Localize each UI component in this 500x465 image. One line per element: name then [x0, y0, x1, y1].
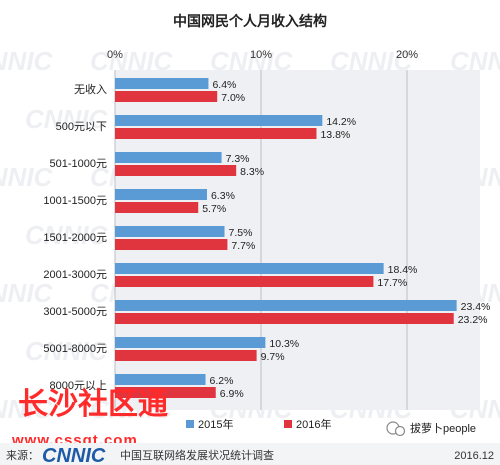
category-label-6: 3001-5000元 [43, 306, 107, 318]
value-label-2015年-5: 18.4% [388, 264, 418, 276]
footer-date: 2016.12 [454, 450, 494, 462]
chart-title: 中国网民个人月收入结构 [173, 13, 327, 29]
bar-2015年-4 [115, 226, 225, 237]
category-label-1: 500元以下 [56, 121, 107, 133]
stamp-text: 长沙社区通 [18, 388, 168, 421]
value-label-2016年-3: 5.7% [202, 203, 226, 215]
bar-2015年-0 [115, 78, 209, 89]
value-label-2015年-1: 14.2% [326, 116, 356, 128]
bar-2016年-0 [115, 91, 218, 102]
bar-2015年-7 [115, 337, 266, 348]
footer-bar [0, 443, 500, 465]
bar-2016年-8 [115, 387, 216, 398]
footer-source-label: 来源： [6, 448, 39, 462]
value-label-2016年-1: 13.8% [320, 129, 350, 141]
bar-2016年-4 [115, 239, 228, 250]
bar-2015年-1 [115, 115, 323, 126]
legend: 2015年 2016年 [186, 417, 331, 431]
value-label-2016年-7: 9.7% [261, 351, 285, 363]
value-label-2016年-0: 7.0% [221, 92, 245, 104]
bar-2015年-2 [115, 152, 222, 163]
watermark-0: CNNIC [0, 46, 54, 76]
category-label-2: 501-1000元 [50, 158, 108, 170]
value-label-2015年-0: 6.4% [212, 79, 236, 91]
legend-label-2015: 2015年 [198, 417, 233, 431]
watermark-25: CNNIC [25, 336, 109, 366]
category-label-8: 8000元以上 [50, 379, 107, 392]
bar-2016年-5 [115, 276, 374, 287]
category-labels: 无收入 500元以下 501-1000元 1001-1500元 1501-2000元 20… [43, 82, 107, 392]
social-tag: 拔萝卜people [386, 421, 476, 437]
category-label-4: 1501-2000元 [43, 232, 107, 244]
watermark-5: CNNIC [25, 104, 109, 134]
value-label-2016年-8: 6.9% [220, 388, 244, 400]
bar-2015年-6 [115, 300, 457, 311]
x-tick-label-1: 10% [250, 49, 272, 61]
watermark-20: CNNIC [0, 278, 54, 308]
category-label-5: 2001-3000元 [43, 269, 107, 281]
footer-org-text: 中国互联网络发展状况统计调查 [120, 448, 274, 462]
plot-area: 6.4%7.0% 14.2%13.8% 7.3%8.3% 6.3%5.7%7.5%7.… [114, 70, 490, 410]
value-label-2015年-3: 6.3% [211, 190, 235, 202]
category-label-0: 无收入 [74, 82, 107, 96]
watermark-30: CNNIC [0, 394, 54, 424]
legend-swatch-2016 [284, 420, 292, 428]
value-label-2015年-8: 6.2% [210, 375, 234, 387]
bar-2016年-3 [115, 202, 199, 213]
footer: 来源： CNNIC 中国互联网络发展状况统计调查 2016.12 [0, 443, 500, 465]
watermark-10: CNNIC [0, 162, 54, 192]
bar-2015年-5 [115, 263, 384, 274]
value-label-2016年-5: 17.7% [377, 277, 407, 289]
wechat-icon-bubble [394, 425, 406, 437]
bar-2016年-7 [115, 350, 257, 361]
value-label-2015年-2: 7.3% [226, 153, 250, 165]
bars-layer: 6.4%7.0% 14.2%13.8% 7.3%8.3% 6.3%5.7%7.5%7.… [115, 78, 490, 400]
x-axis-ticks: 0% 10% 20% [107, 49, 418, 61]
value-label-2015年-6: 23.4% [461, 301, 491, 313]
value-label-2015年-4: 7.5% [229, 227, 253, 239]
bar-2015年-3 [115, 189, 207, 200]
legend-swatch-2015 [186, 420, 194, 428]
category-label-7: 5001-8000元 [43, 343, 107, 355]
bar-2016年-2 [115, 165, 237, 176]
x-tick-label-0: 0% [107, 49, 123, 61]
bar-2015年-8 [115, 374, 206, 385]
x-tick-label-2: 20% [396, 49, 418, 61]
legend-label-2016: 2016年 [296, 417, 331, 431]
watermark-15: CNNIC [25, 220, 109, 250]
value-label-2016年-6: 23.2% [458, 314, 488, 326]
bar-2016年-1 [115, 128, 317, 139]
cnnic-logo: CNNIC [42, 445, 106, 465]
value-label-2016年-4: 7.7% [231, 240, 255, 252]
social-tag-text: 拔萝卜people [410, 421, 476, 435]
value-label-2015年-7: 10.3% [269, 338, 299, 350]
bar-2016年-6 [115, 313, 454, 324]
value-label-2016年-2: 8.3% [240, 166, 264, 178]
category-label-3: 1001-1500元 [43, 195, 107, 207]
